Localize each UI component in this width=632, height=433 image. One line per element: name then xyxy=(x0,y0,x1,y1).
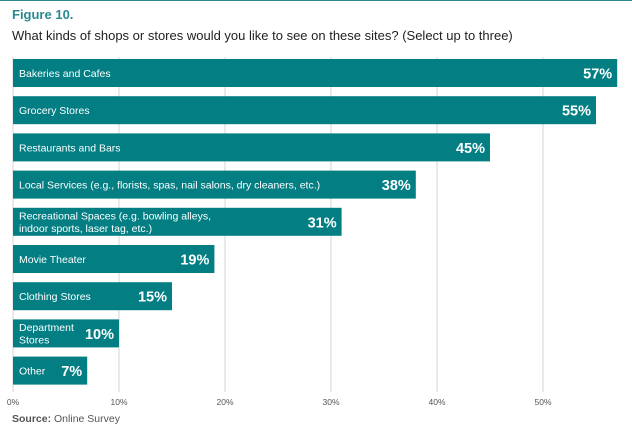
category-label: Clothing Stores xyxy=(19,291,91,303)
source-text: Online Survey xyxy=(54,413,120,425)
value-label: 45% xyxy=(456,141,485,157)
value-label: 7% xyxy=(61,364,82,380)
source-note: Source: Online Survey xyxy=(12,413,120,425)
category-label: Recreational Spaces (e.g. bowling alleys… xyxy=(19,211,211,223)
bar xyxy=(13,96,596,125)
source-label: Source: xyxy=(12,413,52,425)
bar xyxy=(13,356,88,385)
value-label: 19% xyxy=(180,253,209,269)
bar xyxy=(13,59,618,87)
value-label: 31% xyxy=(308,215,337,231)
category-label: Other xyxy=(19,366,46,378)
category-label: Department xyxy=(19,322,74,334)
top-rule xyxy=(0,0,632,1)
category-label: Grocery Stores xyxy=(19,105,90,117)
x-tick-label: 20% xyxy=(216,397,233,407)
value-label: 57% xyxy=(583,67,612,83)
bar xyxy=(13,170,416,199)
value-label: 15% xyxy=(138,290,167,306)
bar xyxy=(13,282,172,311)
value-label: 10% xyxy=(85,327,114,343)
chart-question: What kinds of shops or stores would you … xyxy=(12,28,513,43)
category-label: Movie Theater xyxy=(19,254,86,266)
bar xyxy=(13,319,119,348)
x-tick-label: 10% xyxy=(110,397,127,407)
value-label: 38% xyxy=(382,178,411,194)
bar xyxy=(13,207,342,236)
category-label: Restaurants and Bars xyxy=(19,142,121,154)
category-label: Stores xyxy=(19,335,49,347)
category-label: indoor sports, laser tag, etc.) xyxy=(19,223,152,235)
x-tick-label: 50% xyxy=(534,397,551,407)
category-label: Bakeries and Cafes xyxy=(19,68,111,80)
bar xyxy=(13,133,490,162)
x-tick-label: 0% xyxy=(7,397,20,407)
x-tick-label: 40% xyxy=(428,397,445,407)
category-label: Local Services (e.g., florists, spas, na… xyxy=(19,180,320,192)
bar xyxy=(13,245,215,273)
value-label: 55% xyxy=(562,104,591,120)
figure-label: Figure 10. xyxy=(12,7,74,22)
x-tick-label: 30% xyxy=(322,397,339,407)
